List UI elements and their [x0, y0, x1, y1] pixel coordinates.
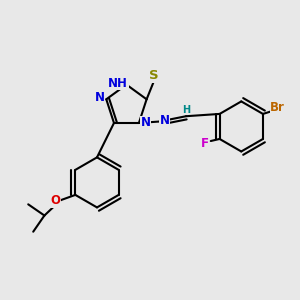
Text: F: F	[201, 137, 209, 151]
Text: NH: NH	[108, 77, 128, 90]
Text: H: H	[182, 105, 191, 115]
Text: O: O	[50, 194, 60, 207]
Text: N: N	[95, 91, 105, 104]
Text: N: N	[140, 116, 150, 130]
Text: N: N	[160, 114, 170, 128]
Text: S: S	[149, 69, 159, 82]
Text: Br: Br	[270, 101, 285, 114]
